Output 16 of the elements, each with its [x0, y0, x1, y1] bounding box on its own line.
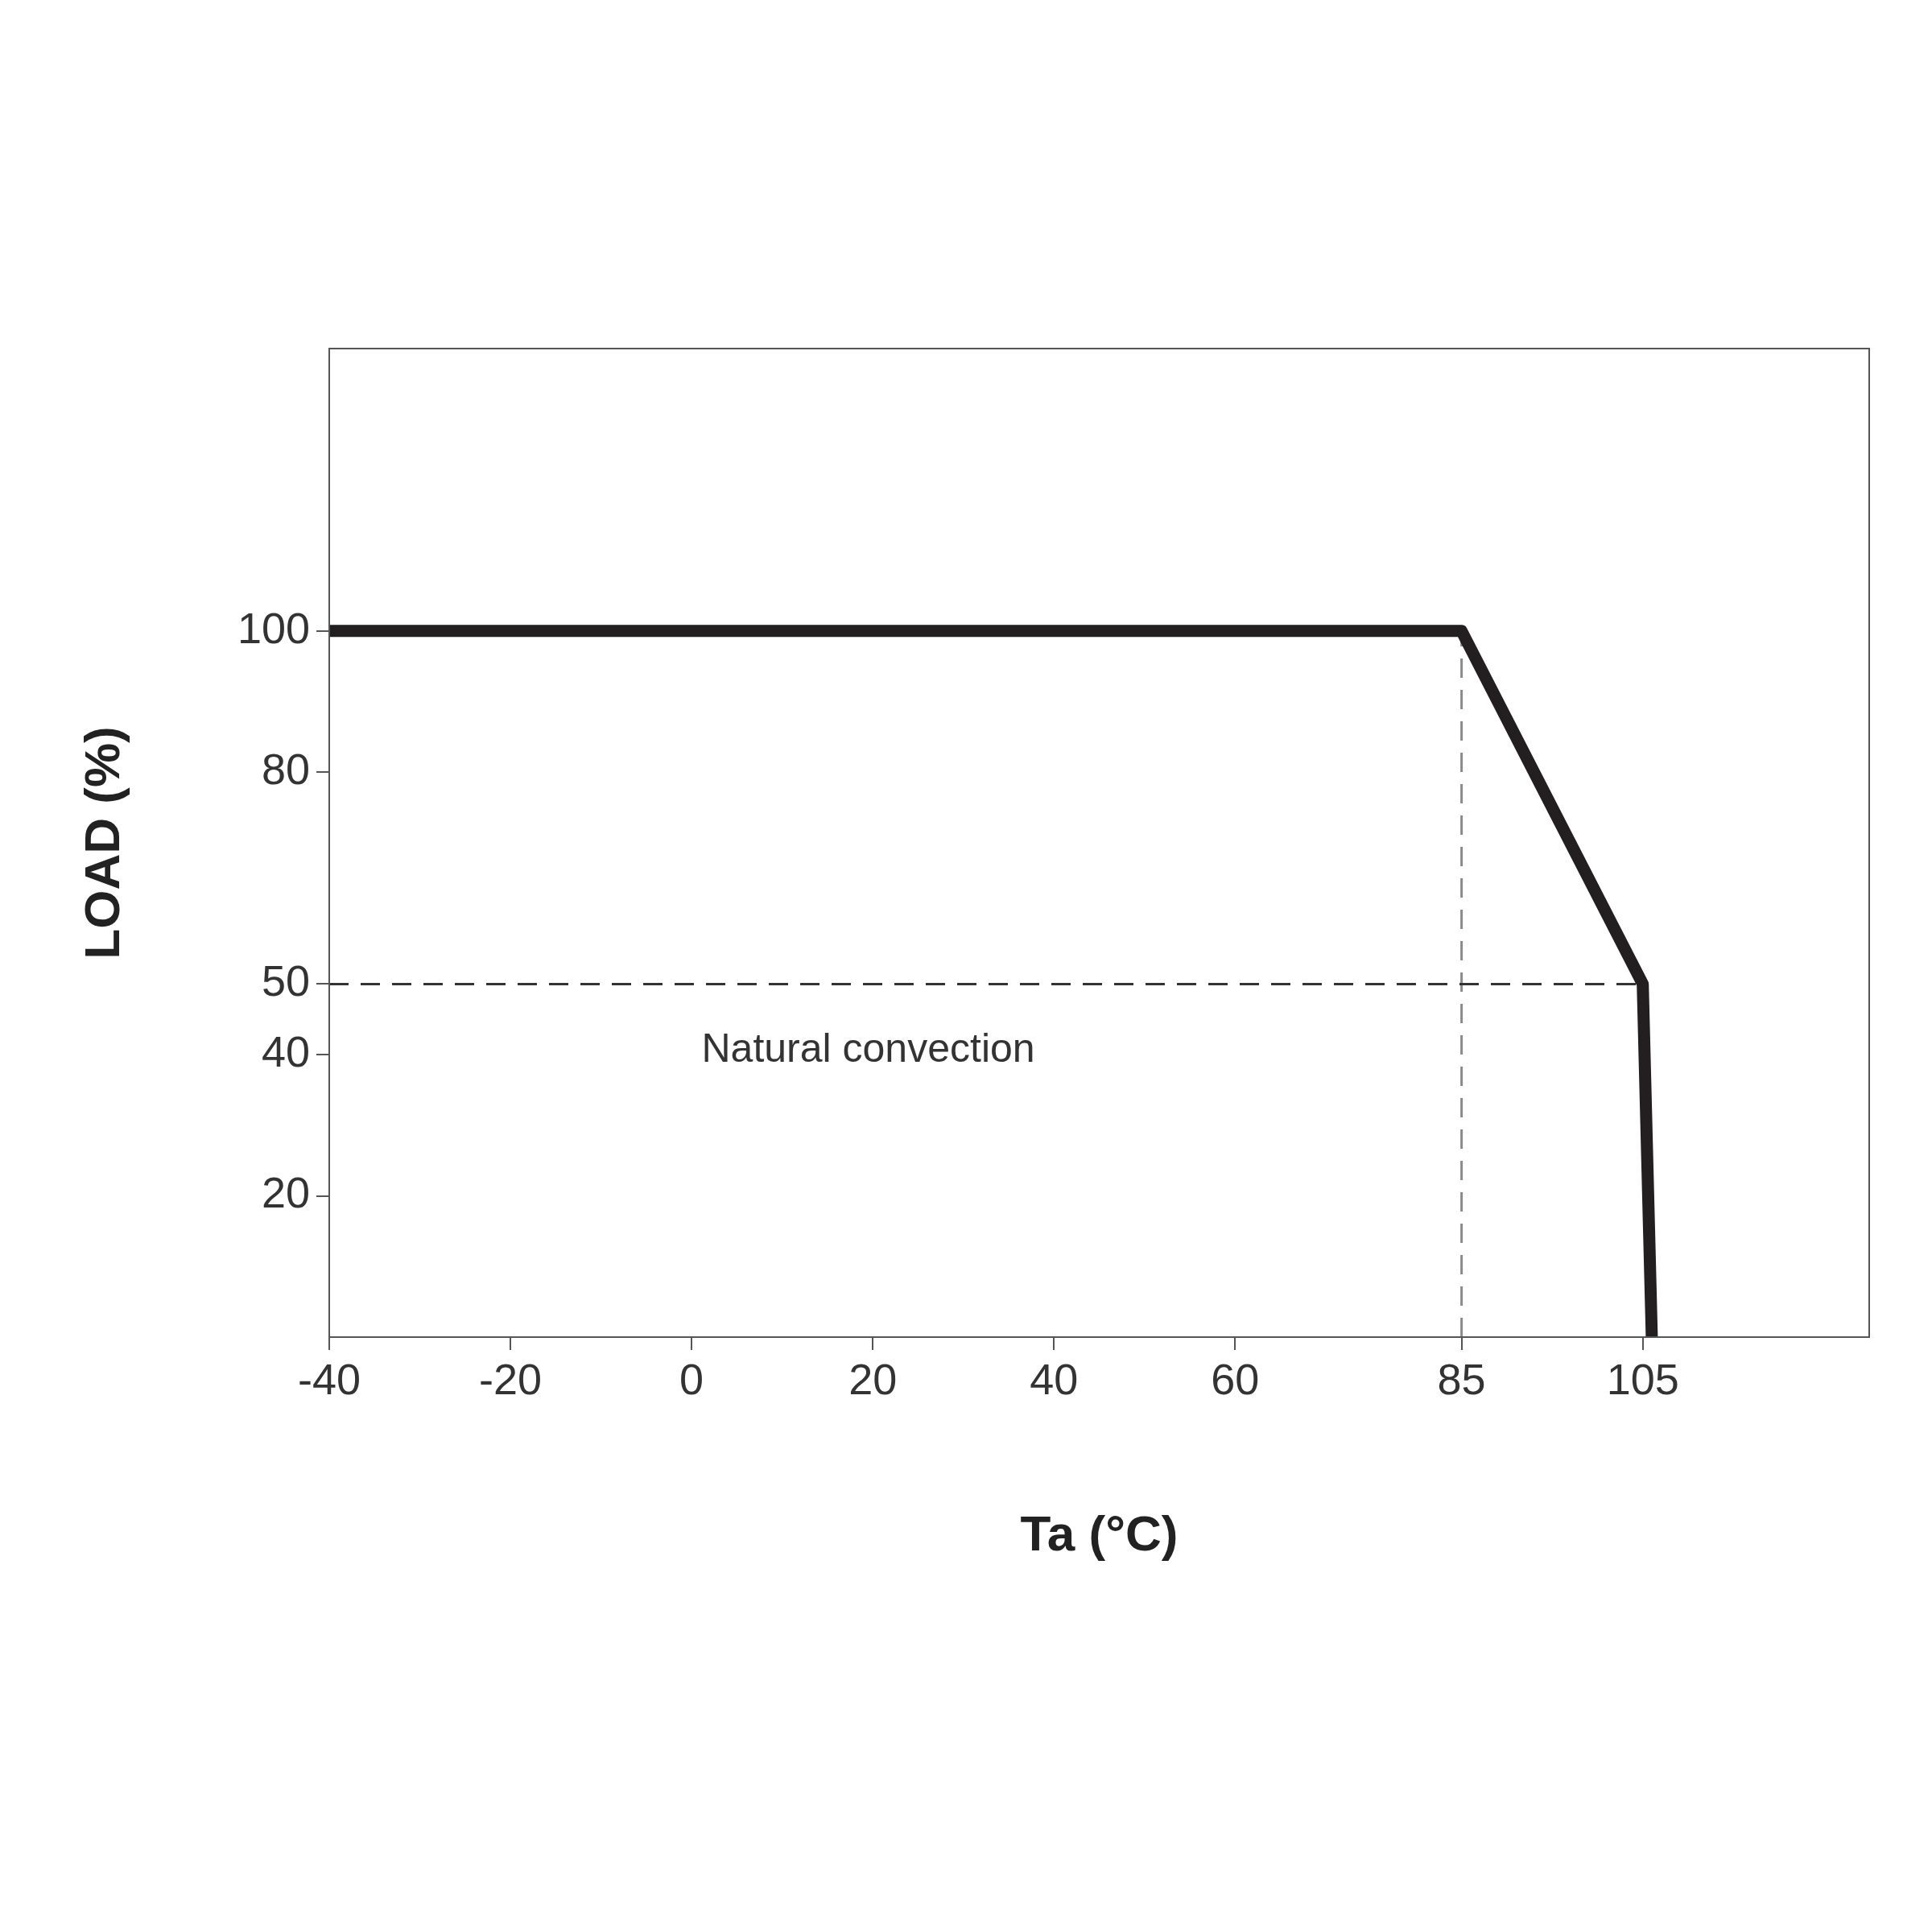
y-tick-label: 50	[261, 956, 310, 1005]
x-tick-label: 105	[1606, 1355, 1679, 1404]
x-tick-label: 0	[679, 1355, 704, 1404]
y-tick-label: 100	[237, 603, 310, 652]
y-axis-title: LOAD (%)	[74, 726, 130, 960]
x-tick-label: -40	[297, 1355, 361, 1404]
annotation: Natural convection	[701, 1025, 1035, 1071]
y-tick-label: 20	[261, 1168, 310, 1217]
x-tick-label: 40	[1030, 1355, 1079, 1404]
x-tick-label: 60	[1211, 1355, 1260, 1404]
x-tick-label: 85	[1437, 1355, 1486, 1404]
y-tick-label: 80	[261, 745, 310, 794]
x-axis-title: Ta (°C)	[1020, 1505, 1179, 1561]
y-tick-label: 40	[261, 1027, 310, 1076]
x-tick-label: -20	[479, 1355, 543, 1404]
x-tick-label: 20	[848, 1355, 898, 1404]
